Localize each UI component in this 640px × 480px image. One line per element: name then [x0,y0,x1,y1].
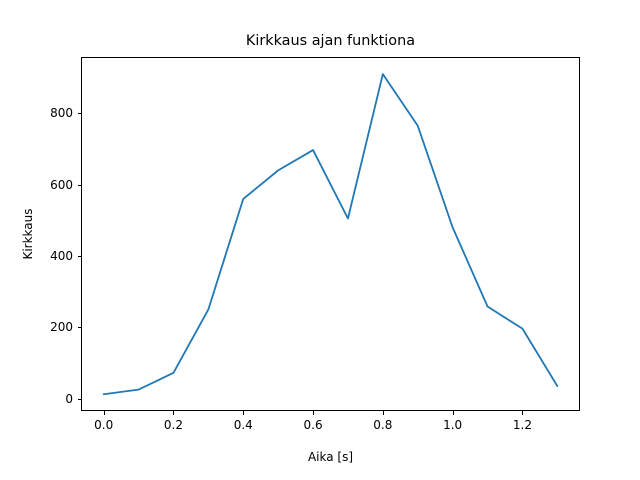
y-tick-label: 800 [50,106,73,121]
x-tick-mark [313,411,315,415]
y-tick-mark [77,398,81,400]
y-tick-label: 400 [50,248,73,263]
y-tick-label: 600 [50,177,73,192]
y-tick-label: 200 [50,320,73,335]
x-tick-label: 1.2 [512,418,532,432]
chart-title: Kirkkaus ajan funktiona [245,33,416,49]
y-tick-mark [77,327,81,329]
x-tick-mark [243,411,245,415]
x-tick-label: 1.0 [443,418,463,432]
x-tick-label: 0.0 [94,418,114,432]
data-series-line [102,73,559,396]
x-tick-mark [522,411,524,415]
x-tick-mark [103,411,105,415]
x-tick-label: 0.2 [163,418,184,432]
x-axis-label: Aika [s] [307,450,354,464]
x-tick-mark [452,411,454,415]
axes-frame [81,57,580,411]
y-tick-mark [77,184,81,186]
x-tick-label: 0.4 [233,418,253,432]
x-tick-mark [173,411,175,415]
y-tick-mark [77,255,81,257]
x-tick-label: 0.8 [373,418,393,432]
line-plot [102,73,559,396]
y-tick-mark [77,113,81,115]
x-tick-mark [382,411,384,415]
y-tick-label: 0 [65,391,73,406]
x-tick-label: 0.6 [303,418,323,432]
